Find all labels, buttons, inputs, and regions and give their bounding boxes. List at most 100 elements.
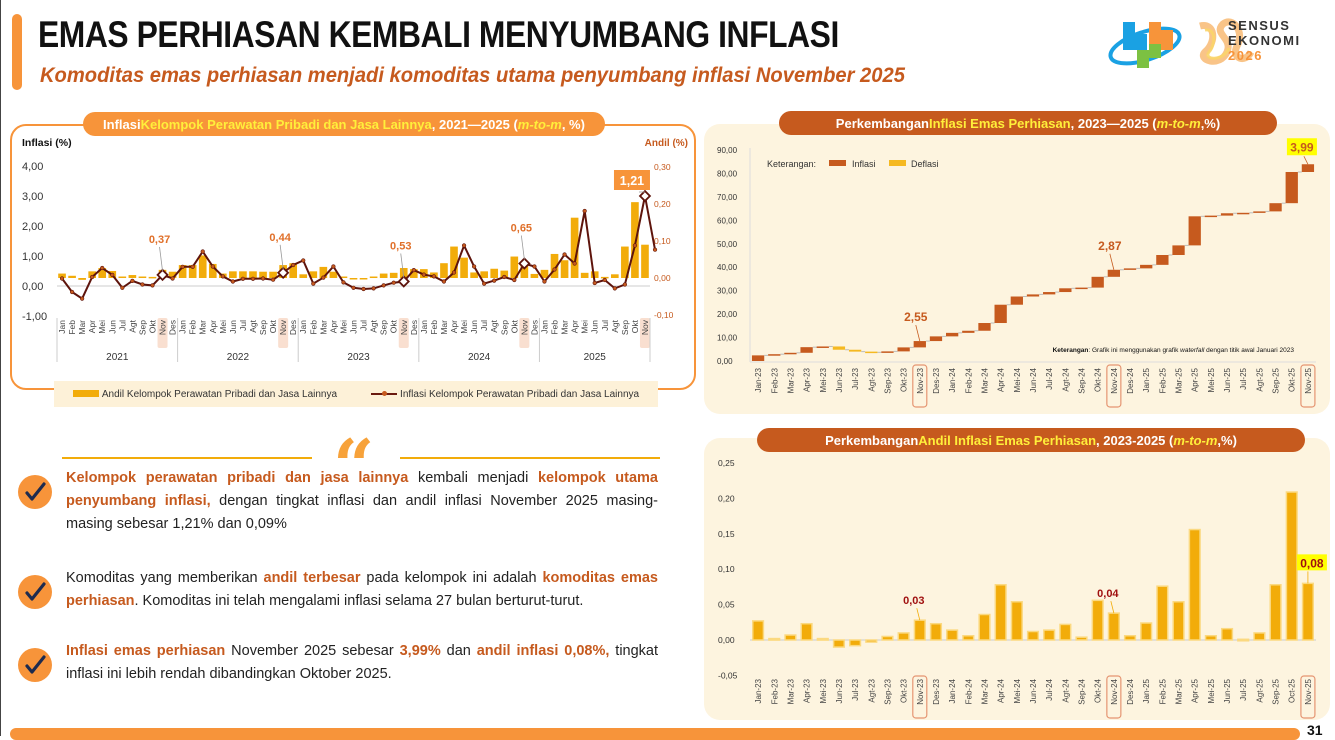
x-tick: Agt-23	[867, 678, 876, 702]
x-tick-month: Jun	[469, 320, 479, 334]
annotation-box	[613, 170, 650, 190]
andil-bar	[58, 273, 66, 278]
y-tick: 20,00	[717, 310, 738, 319]
andil-bar	[359, 278, 368, 280]
x-tick: Mar-24	[980, 367, 989, 393]
x-tick-year: 2023	[347, 352, 370, 363]
andil-bar	[208, 263, 217, 278]
x-tick-month: Mei	[459, 320, 469, 334]
inflasi-point	[492, 278, 497, 283]
x-tick-month: Agt	[610, 319, 620, 332]
inflasi-highlight-marker	[156, 268, 169, 282]
x-tick-month: Mar	[198, 320, 208, 335]
y-tick: 50,00	[717, 240, 738, 249]
inflasi-point	[69, 289, 75, 295]
inflasi-point	[371, 286, 376, 291]
inflasi-point	[200, 249, 205, 254]
annotation-leader	[279, 244, 284, 269]
x-tick: Nov-23	[916, 367, 925, 393]
x-tick-month: Mar	[318, 320, 328, 335]
waterfall-bar	[1026, 294, 1040, 297]
annotation-label: 0,53	[390, 241, 411, 253]
x-tick-month: Okt	[147, 319, 157, 333]
x-tick: Nov-25	[1304, 367, 1313, 393]
footnote-part: dengan titik awal Januari 2023	[1204, 347, 1294, 354]
y-tick: 0,10	[718, 564, 735, 574]
x-tick: Jul-24	[1045, 367, 1054, 389]
x-tick: Jun-25	[1223, 678, 1232, 703]
inflasi-point	[612, 286, 617, 291]
chart-footnote: Keterangan: Grafik ini menggunakan grafi…	[1053, 347, 1295, 354]
x-tick-month: Des	[168, 320, 178, 335]
annotation-leader	[1110, 600, 1115, 614]
y-tick: 60,00	[717, 216, 738, 225]
andil-bar	[520, 264, 529, 278]
bullet-highlight: Inflasi emas perhiasan	[66, 643, 226, 659]
quote-divider-left	[62, 457, 312, 459]
andil-bar	[249, 271, 257, 278]
legend-label-inflasi: Inflasi Kelompok Perawatan Pribadi dan J…	[400, 388, 640, 400]
waterfall-bar	[962, 330, 975, 333]
x-tick-month: Sep	[137, 320, 147, 335]
andil-bar	[470, 272, 478, 278]
bullet-text-segment: dan	[440, 643, 477, 659]
x-tick: Mei-24	[1013, 678, 1022, 703]
chart3-title-part: Perkembangan	[825, 432, 919, 448]
andil-bar	[138, 276, 147, 279]
x-tick-month: Jul	[117, 320, 127, 331]
x-tick: Agt-24	[1061, 367, 1070, 391]
andil-bar	[913, 619, 926, 641]
inflasi-point	[270, 277, 276, 282]
annotation-label: 0,37	[149, 234, 170, 246]
chart1-legend: Andil Kelompok Perawatan Pribadi dan Jas…	[54, 381, 658, 407]
inflasi-point	[451, 270, 457, 275]
x-tick: Okt-23	[900, 367, 909, 392]
inflasi-point	[59, 276, 65, 281]
x-tick: Agt-24	[1061, 678, 1070, 702]
legend-item-andil: Andil Kelompok Perawatan Pribadi dan Jas…	[72, 389, 337, 400]
x-tick: Feb-23	[770, 367, 779, 393]
waterfall-bar	[1237, 212, 1250, 215]
bullet-text: Kelompok perawatan pribadi dan jasa lain…	[66, 467, 658, 536]
inflasi-point	[482, 281, 487, 286]
y-tick-left: 4,00	[22, 161, 43, 173]
y-tick: 0,00	[718, 635, 735, 645]
andil-bar	[946, 629, 959, 641]
inflasi-point	[291, 262, 296, 268]
annotation-leader	[1109, 253, 1115, 270]
andil-bar	[1010, 601, 1023, 641]
x-tick: Apr-25	[1191, 367, 1200, 392]
andil-bar	[178, 265, 187, 278]
bps-logo-icon	[1108, 18, 1255, 68]
inflasi-point	[240, 276, 246, 281]
waterfall-bar	[1253, 211, 1266, 213]
inflasi-point	[592, 280, 597, 286]
x-tick-month: Feb	[550, 320, 560, 335]
bullet-point: Komoditas yang memberikan andil terbesar…	[18, 567, 658, 613]
bullet-text-segment: dengan tingkat inflasi dan andil inflasi…	[66, 493, 658, 532]
page-left-border	[0, 0, 1, 736]
inflasi-point	[532, 264, 537, 269]
waterfall-bar	[1075, 287, 1088, 290]
inflasi-point	[220, 274, 225, 279]
andil-bar	[1285, 491, 1298, 641]
x-tick: Jan-25	[1142, 367, 1151, 392]
x-tick: Sep-24	[1078, 367, 1087, 393]
waterfall-bar	[881, 351, 894, 353]
page-subtitle: Komoditas emas perhiasan menjadi komodit…	[40, 64, 905, 87]
waterfall-bar	[816, 346, 829, 348]
andil-bar	[611, 274, 619, 278]
andil-bar	[590, 271, 599, 278]
andil-bar	[784, 634, 797, 641]
x-tick: Agt-25	[1255, 678, 1264, 702]
inflasi-point	[391, 280, 396, 285]
waterfall-bar	[1156, 255, 1169, 265]
highlight-category-box	[912, 675, 928, 719]
highlight-month-box	[519, 318, 530, 348]
inflasi-point	[632, 243, 638, 248]
annotation-leader	[159, 246, 163, 271]
x-tick-month: Apr	[87, 320, 97, 333]
waterfall-bar	[1059, 288, 1072, 293]
x-tick-month: Agt	[369, 319, 379, 332]
highlight-category-box	[1106, 675, 1122, 719]
